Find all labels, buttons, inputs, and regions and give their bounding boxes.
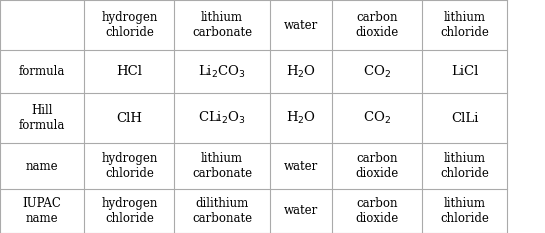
Text: ClH: ClH [117, 112, 142, 125]
Text: lithium
chloride: lithium chloride [440, 152, 489, 180]
Text: HCl: HCl [117, 65, 142, 78]
Text: hydrogen
chloride: hydrogen chloride [101, 11, 158, 39]
Text: lithium
carbonate: lithium carbonate [192, 11, 252, 39]
Text: CO$_2$: CO$_2$ [364, 110, 391, 126]
Text: water: water [284, 160, 318, 172]
Text: ClLi: ClLi [451, 112, 479, 125]
Text: H$_2$O: H$_2$O [286, 110, 316, 126]
Text: formula: formula [19, 65, 65, 78]
Text: lithium
chloride: lithium chloride [440, 197, 489, 225]
Text: hydrogen
chloride: hydrogen chloride [101, 152, 158, 180]
Text: IUPAC
name: IUPAC name [23, 197, 62, 225]
Text: water: water [284, 19, 318, 31]
Text: dilithium
carbonate: dilithium carbonate [192, 197, 252, 225]
Text: H$_2$O: H$_2$O [286, 64, 316, 80]
Text: name: name [26, 160, 58, 172]
Text: water: water [284, 204, 318, 217]
Text: Hill
formula: Hill formula [19, 104, 65, 132]
Text: hydrogen
chloride: hydrogen chloride [101, 197, 158, 225]
Text: carbon
dioxide: carbon dioxide [356, 197, 399, 225]
Text: carbon
dioxide: carbon dioxide [356, 152, 399, 180]
Text: CO$_2$: CO$_2$ [364, 64, 391, 80]
Text: carbon
dioxide: carbon dioxide [356, 11, 399, 39]
Text: lithium
carbonate: lithium carbonate [192, 152, 252, 180]
Text: CLi$_2$O$_3$: CLi$_2$O$_3$ [198, 110, 246, 126]
Text: Li$_2$CO$_3$: Li$_2$CO$_3$ [198, 64, 246, 80]
Text: lithium
chloride: lithium chloride [440, 11, 489, 39]
Text: LiCl: LiCl [451, 65, 479, 78]
